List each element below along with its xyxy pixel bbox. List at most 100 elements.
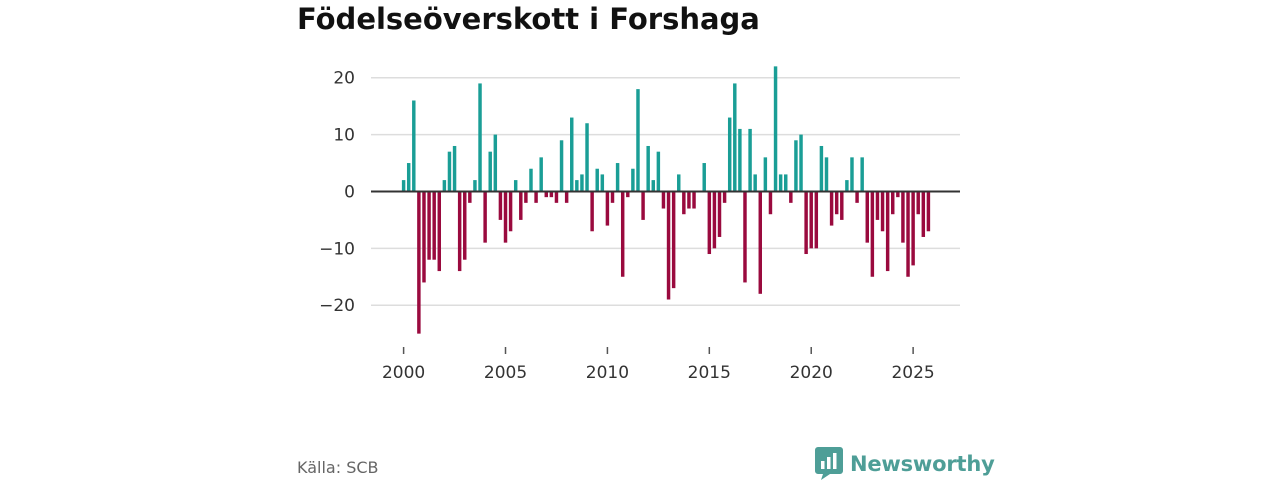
bar bbox=[539, 157, 543, 192]
bar bbox=[911, 191, 915, 266]
bar bbox=[738, 128, 742, 192]
source-label: Källa: SCB bbox=[297, 458, 379, 477]
bar bbox=[605, 191, 610, 226]
bar bbox=[457, 191, 462, 272]
bar bbox=[906, 191, 910, 277]
x-tick-label: 2010 bbox=[586, 363, 629, 383]
bar bbox=[631, 168, 635, 192]
bar bbox=[834, 191, 839, 215]
bar bbox=[814, 191, 819, 249]
x-axis: 2000 2005 2010 2015 2020 2025 bbox=[382, 347, 935, 383]
x-tick-label: 2020 bbox=[790, 363, 833, 383]
bar bbox=[794, 140, 798, 192]
bar bbox=[845, 180, 849, 192]
bar bbox=[748, 128, 752, 192]
bar bbox=[498, 191, 503, 220]
bar bbox=[422, 191, 426, 283]
bar bbox=[880, 191, 885, 232]
bar bbox=[789, 191, 793, 203]
bar bbox=[417, 191, 421, 334]
bar bbox=[503, 191, 508, 243]
bar bbox=[896, 191, 900, 198]
bar bbox=[585, 123, 589, 192]
bar bbox=[636, 89, 640, 192]
bar bbox=[463, 191, 467, 260]
bars bbox=[401, 66, 931, 334]
bar bbox=[743, 191, 747, 283]
bar bbox=[524, 191, 528, 203]
bar bbox=[554, 191, 559, 203]
bar bbox=[677, 174, 681, 192]
bar bbox=[610, 191, 615, 203]
bar bbox=[442, 180, 447, 192]
gridlines bbox=[371, 76, 960, 306]
brand-logo: Newsworthy bbox=[815, 447, 995, 480]
bar bbox=[529, 168, 533, 192]
bar bbox=[921, 191, 926, 237]
bar bbox=[682, 191, 686, 215]
bar bbox=[478, 83, 482, 192]
bar bbox=[926, 191, 931, 232]
bar bbox=[671, 191, 676, 289]
bar bbox=[799, 134, 803, 192]
bar bbox=[646, 145, 650, 192]
bar bbox=[401, 180, 406, 192]
bar bbox=[712, 191, 717, 249]
newsworthy-logo-icon bbox=[815, 447, 843, 480]
y-tick-label: −20 bbox=[319, 296, 355, 316]
bar bbox=[687, 191, 691, 209]
y-tick-label: −10 bbox=[319, 239, 355, 259]
bar bbox=[865, 191, 869, 243]
bar bbox=[615, 163, 620, 192]
y-tick-label: 0 bbox=[344, 182, 355, 202]
bar bbox=[427, 191, 431, 260]
bar bbox=[656, 151, 661, 192]
x-tick-label: 2005 bbox=[484, 363, 527, 383]
bar bbox=[778, 174, 783, 192]
x-tick-label: 2000 bbox=[382, 363, 425, 383]
bar bbox=[901, 191, 905, 243]
bar bbox=[804, 191, 808, 255]
bar bbox=[641, 191, 645, 220]
brand-name: Newsworthy bbox=[850, 451, 995, 476]
bar bbox=[493, 134, 498, 192]
bar bbox=[468, 191, 472, 203]
bar bbox=[595, 168, 599, 192]
x-tick-label: 2025 bbox=[891, 363, 934, 383]
bar bbox=[768, 191, 773, 215]
bar bbox=[870, 191, 875, 277]
bar bbox=[483, 191, 487, 243]
bar bbox=[590, 191, 594, 232]
bar bbox=[784, 174, 788, 192]
bar bbox=[620, 191, 625, 277]
bar bbox=[564, 191, 569, 203]
bar bbox=[447, 151, 452, 192]
bar bbox=[753, 174, 757, 192]
bar bbox=[819, 145, 824, 192]
chart-title: Födelseöverskott i Forshaga bbox=[297, 2, 760, 36]
bar bbox=[916, 191, 920, 215]
bar bbox=[763, 157, 768, 192]
bar bbox=[860, 157, 864, 192]
bar bbox=[875, 191, 880, 220]
bar bbox=[513, 180, 518, 192]
bar bbox=[702, 163, 706, 192]
bar bbox=[850, 157, 854, 192]
bar bbox=[432, 191, 436, 260]
bar bbox=[829, 191, 834, 226]
bar bbox=[717, 191, 722, 237]
bar bbox=[651, 180, 655, 192]
x-tick-label: 2015 bbox=[688, 363, 731, 383]
bar bbox=[473, 180, 477, 192]
bar bbox=[488, 151, 492, 192]
bar bbox=[519, 191, 523, 220]
bar bbox=[544, 191, 548, 198]
bar bbox=[661, 191, 666, 209]
bar bbox=[885, 191, 890, 272]
bar bbox=[406, 163, 411, 192]
bar bbox=[666, 191, 671, 300]
bar bbox=[412, 100, 416, 192]
bar bbox=[891, 191, 895, 215]
bar bbox=[840, 191, 844, 220]
bar bbox=[626, 191, 630, 198]
